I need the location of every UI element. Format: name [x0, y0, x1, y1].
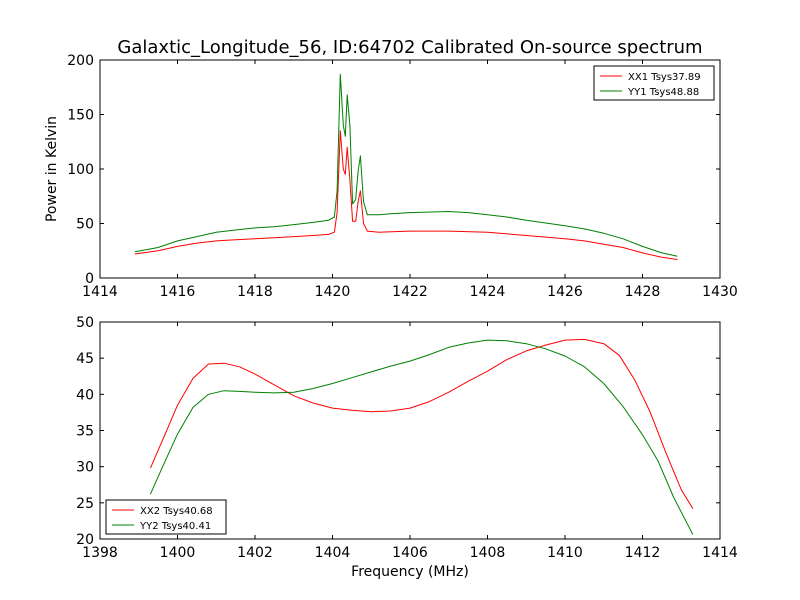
x-tick-label: 1412 — [625, 545, 661, 561]
x-tick-label: 1406 — [392, 545, 428, 561]
figure-title: Galaxtic_Longitude_56, ID:64702 Calibrat… — [117, 37, 702, 58]
x-tick-label: 1418 — [237, 284, 273, 300]
y-tick-label: 200 — [67, 53, 94, 69]
y-tick-label: 0 — [85, 271, 94, 287]
series-line-red — [149, 338, 694, 509]
x-tick-label: 1404 — [315, 545, 351, 561]
legend: XX2 Tsys40.68 YY2 Tsys40.41 — [105, 499, 227, 535]
x-tick-label: 1400 — [160, 545, 196, 561]
y-tick-label: 35 — [76, 424, 94, 440]
x-tick-label: 1414 — [82, 284, 118, 300]
legend-entry-label: YY2 Tsys40.41 — [139, 521, 211, 532]
x-axis-label: Frequency (MHz) — [351, 564, 469, 580]
x-tick-label: 1414 — [702, 545, 738, 561]
y-tick-label: 50 — [76, 217, 94, 233]
y-tick-label: 30 — [76, 460, 94, 476]
x-tick-label: 1424 — [470, 284, 506, 300]
top-plot: 1414 1416 1418 1420 1422 1424 1426 1428 1430 0 50 1… — [44, 53, 738, 300]
x-tick-label: 1420 — [315, 284, 351, 300]
y-tick-label: 25 — [76, 496, 94, 512]
y-axis-label: Power in Kelvin — [44, 116, 60, 222]
x-tick-label: 1402 — [237, 545, 273, 561]
y-tick-label: 40 — [76, 387, 94, 403]
legend-box — [593, 65, 715, 101]
series-line-green — [134, 73, 678, 257]
y-tick-label: 20 — [76, 532, 94, 548]
x-tick-label: 1426 — [547, 284, 583, 300]
y-tick-label: 45 — [76, 351, 94, 367]
legend-entry-label: XX1 Tsys37.89 — [628, 72, 701, 83]
series-line-green — [149, 339, 694, 535]
legend-box — [105, 499, 227, 535]
x-tick-label: 1408 — [470, 545, 506, 561]
y-tick-label: 100 — [67, 162, 94, 178]
legend-entry-label: XX2 Tsys40.68 — [140, 506, 213, 517]
x-tick-label: 1428 — [625, 284, 661, 300]
x-tick-label: 1416 — [160, 284, 196, 300]
legend-entry-label: YY1 Tsys48.88 — [627, 87, 699, 98]
y-tick-label: 50 — [76, 315, 94, 331]
x-tick-label: 1410 — [547, 545, 583, 561]
y-tick-label: 150 — [67, 108, 94, 124]
x-tick-label: 1430 — [702, 284, 738, 300]
x-tick-label: 1398 — [82, 545, 118, 561]
bottom-plot: 1398 1400 1402 1404 1406 1408 1410 1412 1414 20 25… — [76, 315, 738, 580]
x-tick-label: 1422 — [392, 284, 428, 300]
legend: XX1 Tsys37.89 YY1 Tsys48.88 — [593, 65, 715, 101]
series-line-red — [134, 130, 678, 260]
